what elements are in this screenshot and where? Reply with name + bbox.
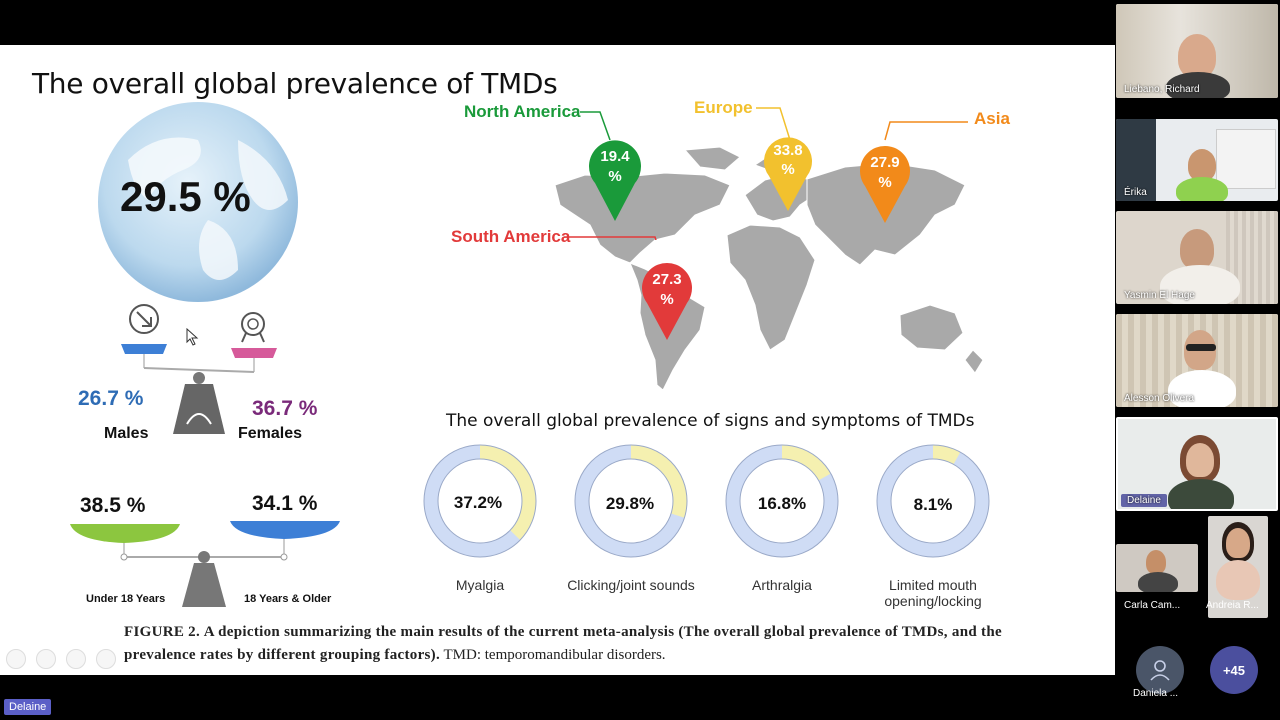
global-prevalence-value: 29.5 % (120, 173, 251, 220)
participant-name: Carla Cam... (1124, 600, 1181, 611)
participant-body (1216, 560, 1260, 600)
participant-body (1176, 177, 1228, 201)
participant-body (1168, 370, 1236, 407)
participant-name: Andreia R... (1206, 600, 1259, 611)
pin-europe-unit: % (781, 161, 795, 178)
region-asia-label: Asia (974, 109, 1010, 128)
participant-tile-speaking[interactable]: Delaine (1116, 417, 1278, 511)
slide-options-control[interactable] (96, 649, 116, 669)
participant-body (1160, 265, 1240, 304)
females-label: Females (238, 425, 303, 442)
donut-segment (424, 445, 536, 557)
under18-value: 38.5 % (80, 494, 146, 517)
pin-north-america-value: 19.4 (600, 148, 630, 165)
caption-bold: A depiction summarizing the main results… (124, 624, 1002, 663)
avatar (1188, 149, 1216, 181)
region-south-america-label: South America (451, 227, 571, 246)
pin-south-america-value: 27.3 (652, 271, 682, 288)
participant-body (1166, 72, 1230, 98)
male-icon (129, 304, 159, 334)
donut-myalgia-label: Myalgia (455, 577, 505, 593)
gender-scale-graphic (121, 304, 277, 434)
pin-south-america-unit: % (660, 291, 674, 308)
pin-south-america: 27.3 % (640, 258, 694, 342)
participant-body (1138, 572, 1178, 592)
pin-europe-value: 33.8 (773, 142, 803, 159)
region-north-america-label: North America (464, 102, 581, 121)
symptoms-title: The overall global prevalence of signs a… (446, 411, 975, 431)
mouse-cursor-icon (186, 327, 200, 346)
donut-outline (876, 444, 990, 558)
participant-name: Yasmin El Hage (1124, 290, 1195, 301)
pin-asia-value: 27.9 (870, 154, 900, 171)
figure-caption: FIGURE 2. A depiction summarizing the ma… (124, 621, 1004, 667)
over18-value: 34.1 % (252, 492, 318, 515)
donut-limited-label: Limited mouth opening/locking (884, 577, 982, 609)
slide-title: The overall global prevalence of TMDs (32, 67, 558, 100)
donut-hole (437, 458, 523, 544)
avatar (1178, 34, 1216, 78)
donut-hole (588, 458, 674, 544)
participant-avatar-button[interactable] (1136, 646, 1184, 694)
pin-asia: 27.9 % (858, 141, 912, 225)
participant-tile[interactable]: Yasmin El Hage (1116, 211, 1278, 304)
participant-name: Liebano, Richard (1124, 84, 1200, 95)
participant-tile[interactable]: Érika (1116, 119, 1278, 201)
avatar-face (1226, 528, 1250, 558)
avatar (1180, 229, 1214, 269)
avatar (1146, 550, 1166, 574)
donut-clicking-label: Clicking/joint sounds (567, 577, 695, 593)
pin-europe: 33.8 % (762, 133, 814, 213)
avatar-face (1186, 443, 1214, 477)
participant-tile[interactable] (1116, 544, 1198, 592)
map-callout-lines (564, 107, 968, 240)
pin-north-america: 19.4 % (587, 137, 643, 223)
males-label: Males (104, 425, 149, 442)
glasses-icon (1186, 344, 1216, 351)
donut-segment (877, 445, 989, 557)
presenter-name-tag: Delaine (4, 699, 52, 715)
donut-limited-value: 8.1% (913, 495, 953, 514)
participant-tile[interactable]: Liebano, Richard (1116, 4, 1278, 98)
donut-outline (423, 444, 537, 558)
slide-pen-control[interactable] (66, 649, 86, 669)
participant-name: Delaine (1121, 494, 1167, 507)
symptom-donuts (423, 444, 990, 558)
donut-outline (725, 444, 839, 558)
female-icon (241, 312, 265, 343)
age-scale-graphic (70, 521, 340, 607)
shared-slide: The overall global prevalence of TMDs 29… (0, 45, 1115, 675)
pin-north-america-unit: % (608, 168, 622, 185)
donut-arthralgia-value: 16.8% (757, 494, 807, 513)
overflow-participant-name: Daniela ... (1133, 688, 1179, 699)
slide-prev-control[interactable] (6, 649, 26, 669)
participant-tile[interactable] (1208, 516, 1268, 618)
region-europe-label: Europe (694, 98, 753, 117)
donut-segment (575, 445, 687, 557)
slide-next-control[interactable] (36, 649, 56, 669)
over18-label: 18 Years & Older (244, 593, 332, 605)
donut-arthralgia-label: Arthralgia (752, 577, 812, 593)
globe-graphic (98, 102, 298, 302)
donut-hole (739, 458, 825, 544)
donut-clicking-value: 29.8% (605, 494, 655, 513)
donut-hole (890, 458, 976, 544)
donut-outline (574, 444, 688, 558)
males-value: 26.7 % (78, 387, 144, 410)
participant-tile[interactable]: Alesson Olivera (1116, 314, 1278, 407)
participant-name: Érika (1124, 187, 1147, 198)
more-participants-button[interactable]: +45 (1210, 646, 1258, 694)
females-value: 36.7 % (252, 397, 318, 420)
donut-myalgia-value: 37.2% (453, 493, 503, 512)
under18-label: Under 18 Years (86, 593, 166, 605)
participant-name: Alesson Olivera (1124, 393, 1195, 404)
pin-asia-unit: % (878, 174, 892, 191)
caption-label: FIGURE 2. (124, 624, 201, 640)
participant-body (1168, 479, 1234, 509)
person-icon (1150, 660, 1170, 681)
caption-rest: TMD: temporomandibular disorders. (443, 647, 666, 663)
donut-segment (726, 445, 838, 557)
